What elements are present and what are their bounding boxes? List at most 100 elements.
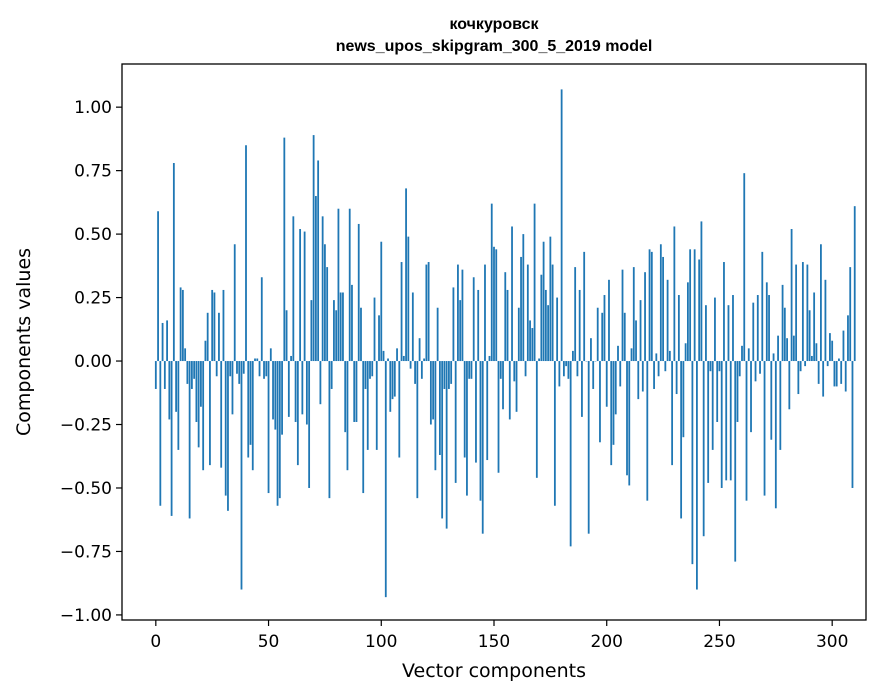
bar xyxy=(504,272,507,362)
bar xyxy=(603,295,606,362)
y-tick-label: −0.25 xyxy=(60,416,112,436)
bar xyxy=(610,361,613,466)
bar xyxy=(472,277,475,362)
bar xyxy=(493,246,495,362)
bar xyxy=(479,361,482,501)
y-tick-label: 1.00 xyxy=(74,98,112,118)
bar xyxy=(831,340,834,362)
bar xyxy=(432,361,435,420)
bar xyxy=(783,307,786,362)
bar xyxy=(786,338,788,362)
x-tick-label: 250 xyxy=(703,632,735,652)
bar xyxy=(346,361,349,471)
y-tick-label: −1.00 xyxy=(60,606,112,626)
bar xyxy=(533,203,536,362)
bar xyxy=(671,361,674,466)
bar xyxy=(409,361,412,369)
bar xyxy=(450,361,453,384)
bar xyxy=(267,361,270,494)
bar xyxy=(326,267,329,362)
bar xyxy=(569,361,572,547)
bar xyxy=(648,249,651,362)
bar xyxy=(398,361,401,458)
bar xyxy=(351,284,353,362)
bar xyxy=(274,361,277,430)
bar xyxy=(833,361,836,387)
bar xyxy=(384,361,387,598)
bar xyxy=(335,310,338,362)
bar xyxy=(741,345,743,362)
bar xyxy=(441,361,444,519)
bar xyxy=(396,348,398,362)
bar xyxy=(186,361,189,384)
bar xyxy=(637,361,640,400)
bar xyxy=(626,361,628,476)
bar xyxy=(486,361,489,461)
bar xyxy=(211,289,214,362)
bar xyxy=(200,361,202,407)
bar xyxy=(366,361,369,450)
bar xyxy=(481,361,484,534)
bar xyxy=(725,361,728,481)
bar xyxy=(644,272,646,362)
bar xyxy=(448,361,450,389)
bar xyxy=(170,361,173,516)
bar xyxy=(163,361,166,389)
bar xyxy=(677,295,680,362)
x-tick-label: 0 xyxy=(150,632,161,652)
bar xyxy=(427,262,430,362)
bar xyxy=(743,173,746,362)
bar xyxy=(750,361,752,433)
bar xyxy=(452,287,455,362)
bar xyxy=(475,361,477,463)
bar xyxy=(524,361,527,377)
bar xyxy=(344,361,347,433)
bar xyxy=(718,361,721,372)
bar xyxy=(772,353,775,362)
bar xyxy=(829,333,831,362)
bar xyxy=(511,226,513,362)
bar xyxy=(567,361,570,379)
bar xyxy=(213,292,216,362)
bar xyxy=(592,361,595,389)
bar xyxy=(599,361,601,443)
bar xyxy=(547,305,550,362)
bar xyxy=(369,361,371,379)
bar xyxy=(820,244,822,362)
bar xyxy=(761,251,764,362)
bar xyxy=(416,361,419,499)
bar xyxy=(549,236,552,362)
bar xyxy=(853,206,856,362)
bar xyxy=(840,361,843,384)
bar xyxy=(572,350,574,362)
bar xyxy=(659,244,662,362)
bar xyxy=(653,361,655,389)
bar xyxy=(632,267,635,362)
bar xyxy=(301,361,304,415)
bar xyxy=(544,289,547,362)
bar xyxy=(461,269,464,362)
y-tick-label: 0.25 xyxy=(74,289,112,309)
chart-title: кочкуровск xyxy=(449,16,539,33)
bar xyxy=(601,312,604,362)
bar xyxy=(680,361,683,519)
bar xyxy=(466,361,468,496)
bar xyxy=(393,361,396,397)
bar xyxy=(242,361,245,374)
bar xyxy=(328,361,331,499)
bar xyxy=(605,361,608,407)
bar xyxy=(463,361,466,458)
bar xyxy=(423,358,426,362)
bar xyxy=(420,361,423,379)
bar xyxy=(583,251,586,362)
bar xyxy=(310,300,313,362)
bar xyxy=(278,361,281,499)
bar xyxy=(218,312,220,362)
x-tick-label: 150 xyxy=(478,632,510,652)
bar xyxy=(763,361,766,496)
bar xyxy=(630,348,633,362)
bar xyxy=(596,307,599,362)
bar xyxy=(824,279,827,362)
bar xyxy=(204,340,207,362)
